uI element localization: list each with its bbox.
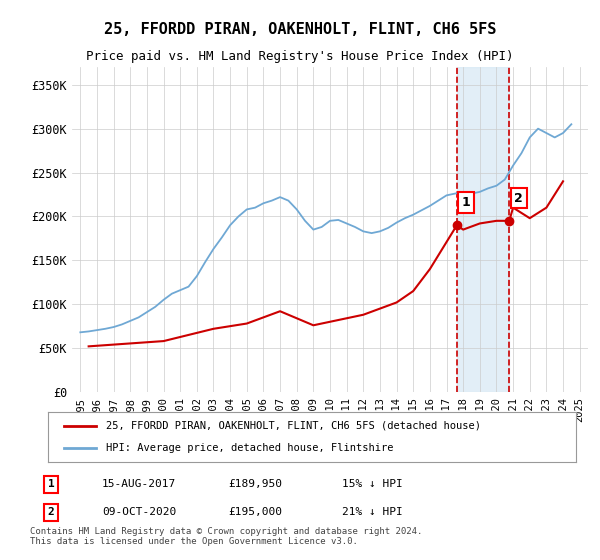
Text: Price paid vs. HM Land Registry's House Price Index (HPI): Price paid vs. HM Land Registry's House … xyxy=(86,50,514,63)
Text: £195,000: £195,000 xyxy=(228,507,282,517)
Text: 25, FFORDD PIRAN, OAKENHOLT, FLINT, CH6 5FS: 25, FFORDD PIRAN, OAKENHOLT, FLINT, CH6 … xyxy=(104,22,496,38)
Text: Contains HM Land Registry data © Crown copyright and database right 2024.
This d: Contains HM Land Registry data © Crown c… xyxy=(30,526,422,546)
Text: HPI: Average price, detached house, Flintshire: HPI: Average price, detached house, Flin… xyxy=(106,443,394,453)
Text: 21% ↓ HPI: 21% ↓ HPI xyxy=(342,507,403,517)
Text: 2: 2 xyxy=(514,192,523,204)
Bar xyxy=(457,67,509,392)
Text: 15-AUG-2017: 15-AUG-2017 xyxy=(102,479,176,489)
Text: 1: 1 xyxy=(47,479,55,489)
Text: 2: 2 xyxy=(47,507,55,517)
Text: 09-OCT-2020: 09-OCT-2020 xyxy=(102,507,176,517)
Text: 15% ↓ HPI: 15% ↓ HPI xyxy=(342,479,403,489)
Text: £189,950: £189,950 xyxy=(228,479,282,489)
Text: 1: 1 xyxy=(462,196,470,209)
Text: 25, FFORDD PIRAN, OAKENHOLT, FLINT, CH6 5FS (detached house): 25, FFORDD PIRAN, OAKENHOLT, FLINT, CH6 … xyxy=(106,421,481,431)
